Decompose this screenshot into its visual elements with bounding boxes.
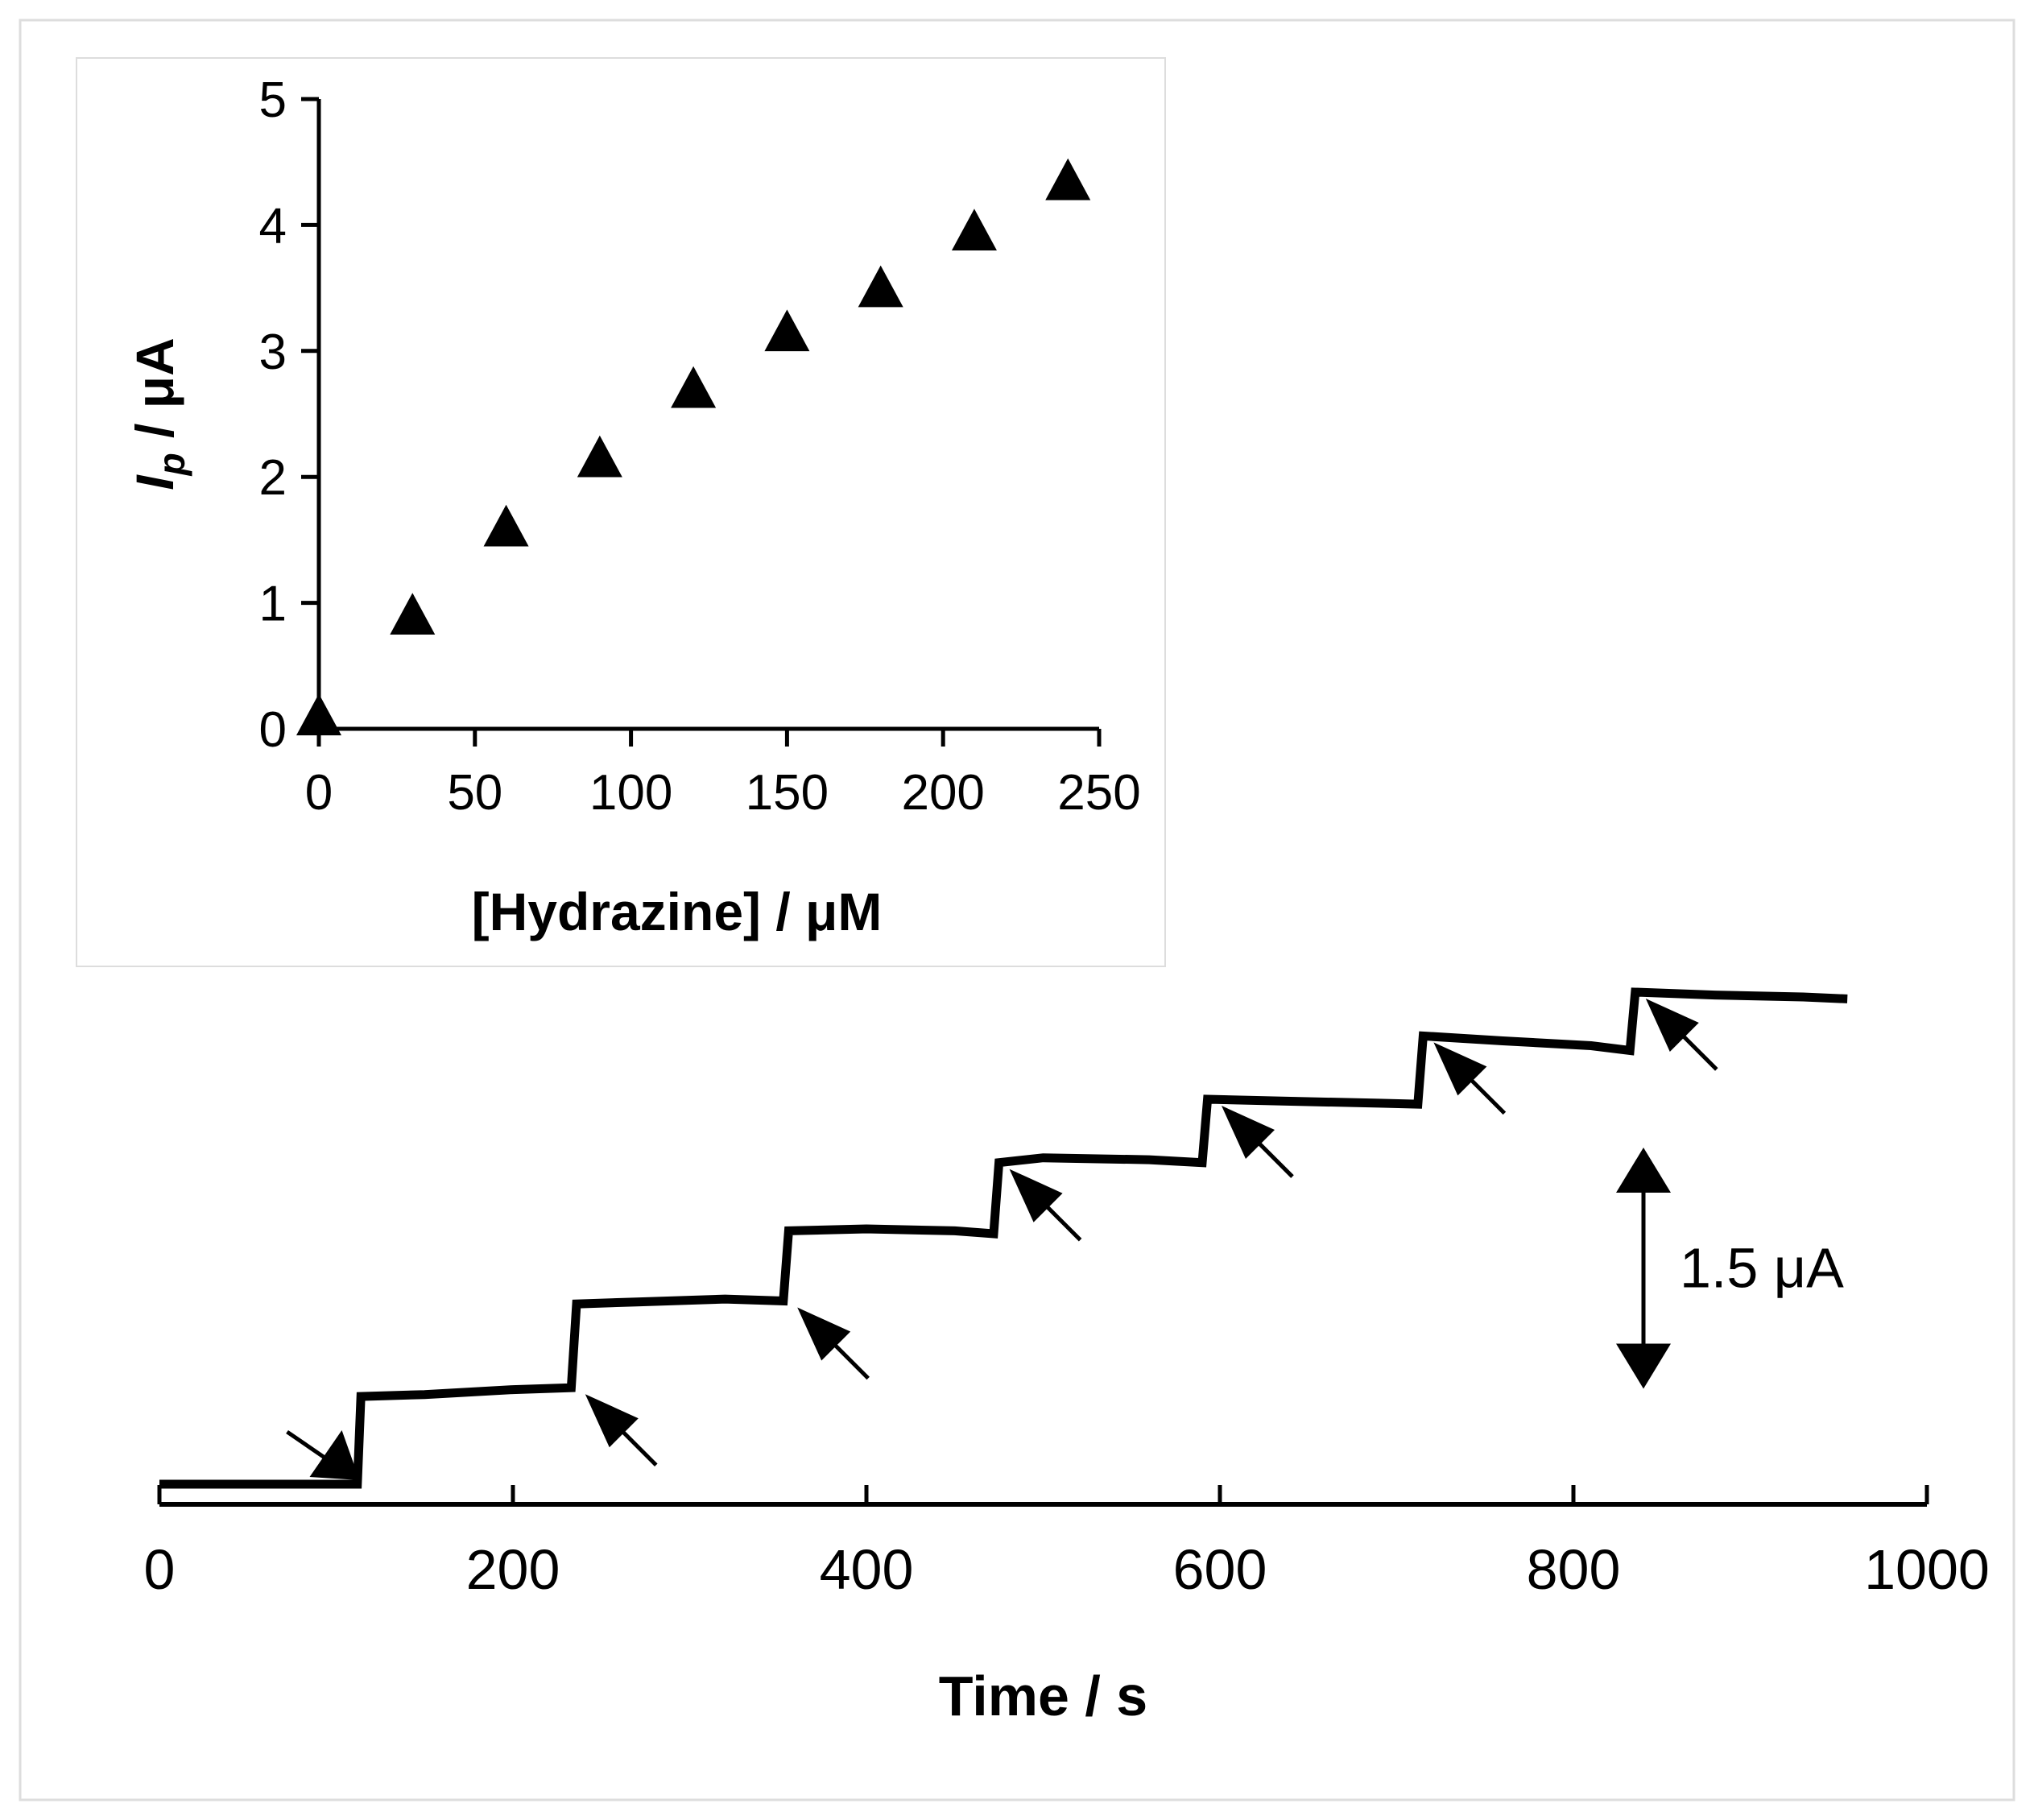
addition-arrowhead xyxy=(1222,1106,1275,1160)
inset-frame xyxy=(76,57,1166,967)
inset-y-tick-label: 4 xyxy=(259,198,287,254)
addition-arrow xyxy=(1433,1042,1507,1115)
inset-x-tick-label: 100 xyxy=(589,765,672,821)
scale-bar-down-arrowhead xyxy=(1616,1343,1671,1389)
inset-data-point xyxy=(1045,158,1091,201)
inset-data-point xyxy=(671,366,717,408)
inset-points xyxy=(296,158,1091,736)
main-chart: 0 200 400 600 800 1000 Time / s 1.5 μA xyxy=(144,987,1990,1727)
inset-x-tick-label: 50 xyxy=(447,765,502,821)
scale-bar-label: 1.5 μA xyxy=(1680,1237,1844,1300)
inset-y-label-unit: / μA xyxy=(125,337,184,453)
inset-y-tick-label: 5 xyxy=(259,72,287,128)
main-x-tick-label: 200 xyxy=(466,1538,560,1601)
addition-arrowhead xyxy=(1433,1042,1487,1096)
main-x-axis-label: Time / s xyxy=(939,1665,1147,1727)
main-marks xyxy=(159,987,1848,1489)
inset-y-tick-label: 3 xyxy=(259,325,287,380)
main-x-tick-label: 600 xyxy=(1173,1538,1267,1601)
inset-data-point xyxy=(390,593,436,635)
inset-y-ticks: 0 1 2 3 4 5 xyxy=(259,72,319,758)
scale-bar-up-arrowhead xyxy=(1616,1148,1671,1193)
addition-arrow xyxy=(797,1307,870,1380)
main-x-tick-label: 400 xyxy=(820,1538,914,1601)
inset-data-point xyxy=(296,693,341,736)
addition-arrowhead xyxy=(1645,998,1699,1052)
main-x-tick-label: 0 xyxy=(144,1538,176,1601)
addition-arrowhead xyxy=(1009,1169,1063,1222)
response-trace xyxy=(159,987,1848,1489)
addition-arrowhead xyxy=(585,1394,639,1448)
inset-y-label-symbol: I xyxy=(125,474,184,490)
addition-arrowhead xyxy=(309,1430,360,1480)
addition-arrow xyxy=(585,1394,658,1466)
addition-arrow xyxy=(286,1429,360,1480)
addition-arrow xyxy=(1009,1169,1082,1242)
inset-y-label-subscript: p xyxy=(151,453,192,477)
addition-arrows xyxy=(286,998,1718,1480)
inset-y-axis-label: Ip / μA xyxy=(125,337,192,490)
addition-arrow xyxy=(1645,998,1718,1071)
inset-data-point xyxy=(483,504,529,547)
main-x-tick-label: 800 xyxy=(1527,1538,1621,1601)
inset-y-tick-label: 0 xyxy=(259,702,287,758)
addition-arrowhead xyxy=(797,1307,851,1361)
inset-x-axis-label: [Hydrazine] / μM xyxy=(472,882,883,941)
inset-x-ticks: 0 50 100 150 200 250 xyxy=(305,729,1141,821)
scale-bar: 1.5 μA xyxy=(1616,1148,1844,1389)
inset-y-tick-label: 2 xyxy=(259,450,287,506)
inset-x-tick-label: 0 xyxy=(305,765,333,821)
inset-x-tick-label: 200 xyxy=(901,765,984,821)
inset-data-point xyxy=(951,209,997,251)
main-x-ticks: 0 200 400 600 800 1000 xyxy=(144,1485,1990,1601)
inset-y-tick-label: 1 xyxy=(259,577,287,632)
addition-arrow xyxy=(1222,1106,1294,1178)
inset-data-point xyxy=(764,309,810,352)
inset-data-point xyxy=(577,435,622,478)
inset-x-tick-label: 150 xyxy=(746,765,829,821)
inset-data-point xyxy=(858,265,903,308)
inset-x-tick-label: 250 xyxy=(1057,765,1140,821)
main-x-tick-label: 1000 xyxy=(1864,1538,1990,1601)
